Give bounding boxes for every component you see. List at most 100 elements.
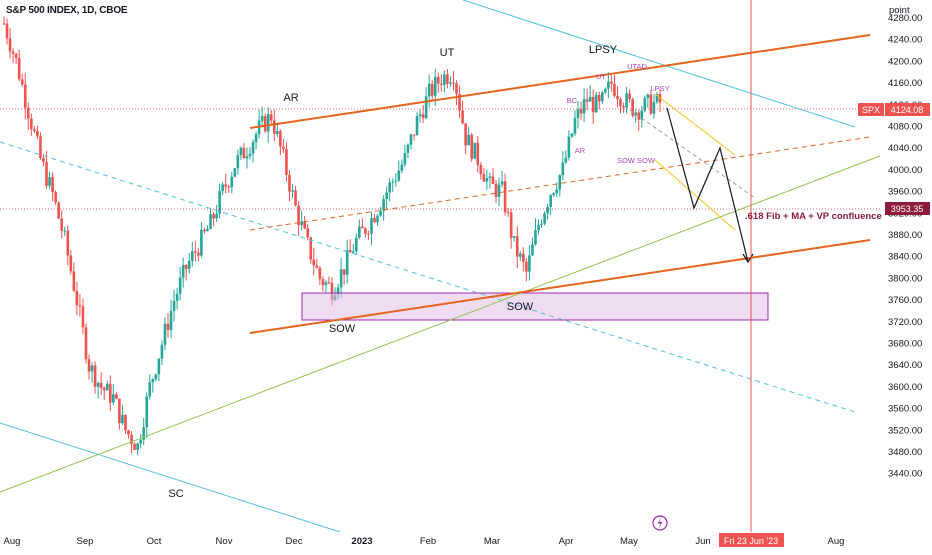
time-cursor-badge: Fri 23 Jun '23 [719,533,784,547]
channel-midline[interactable] [249,136,871,231]
cyan-lower-line[interactable] [0,422,341,532]
candle-body [467,134,470,146]
candle-body [567,136,571,158]
time-cursor-badge-text: Fri 23 Jun '23 [724,536,778,546]
candle-body [218,190,221,214]
time-axis[interactable]: Aug Sep Oct Nov Dec 2023 Feb Mar Apr May Jun Aug [4,536,845,547]
candle-body [497,184,501,197]
candle-body [582,99,586,114]
candle-body [546,206,549,214]
cyan-resistance-line[interactable] [462,0,856,128]
price-tick-label: 3640.00 [888,360,922,371]
time-tick-label: Nov [216,536,233,547]
price-tick-label: 3760.00 [888,295,922,306]
candle-body [373,218,376,223]
candle-body [600,92,604,102]
candle-body [118,398,121,424]
candle-body [5,23,9,39]
price-tick-label: 3880.00 [888,230,922,241]
green-trendline[interactable] [0,154,885,493]
candle-body [446,74,449,84]
candle-body [643,98,647,111]
candle-body [30,118,33,130]
candle-body [534,230,537,245]
label-ut: UT [440,47,455,59]
candle-body [628,93,631,100]
candle-body [452,82,455,84]
projection-path[interactable] [666,107,749,263]
candle-body [245,156,249,159]
candle-body [133,444,136,450]
candle-body [652,101,656,114]
candle-body [194,251,197,253]
candle-body [503,181,507,213]
candle-body [427,83,431,97]
candle-body [461,110,464,124]
candle-body [376,215,379,223]
price-tick-label: 3800.00 [888,273,922,284]
candle-body [394,180,398,182]
channel-upper-line[interactable] [249,34,871,129]
price-axis-unit: point [889,5,910,16]
time-tick-label: Sep [77,536,94,547]
candle-body [136,443,139,450]
candle-body [540,223,543,225]
candle-body [269,114,273,121]
cyan-dashed-midline[interactable] [0,141,856,413]
candle-body [160,344,164,359]
candle-body [440,83,443,85]
candle-body [127,430,130,435]
candle-body [172,301,176,311]
candle-body [242,147,246,159]
candle-body [66,230,70,256]
candle-body [297,205,300,226]
label-utad: UTAD [627,62,647,71]
candle-body [42,158,45,162]
candle-body [604,88,607,93]
price-tick-label: 3480.00 [888,447,922,458]
candle-body [99,382,103,388]
time-tick-label: Mar [484,536,500,547]
symbol-badge-text: SPX [862,105,880,115]
channel-lower-line[interactable] [249,239,871,334]
price-tick-label: 3440.00 [888,469,922,480]
candle-body [588,96,592,102]
level-badge: 3953.35 [885,202,930,215]
candle-body [473,142,477,159]
candle-body [276,131,279,134]
candle-body [230,176,234,188]
price-axis[interactable]: point 4280.004240.004200.004160.004120.0… [888,5,922,480]
candle-body [96,382,100,387]
candle-body [436,77,440,84]
candle-body [181,265,185,278]
candle-body [354,237,358,252]
candle-body [455,83,458,94]
candle-body [409,134,413,145]
last-price-badge: 4124.08 [885,103,930,116]
candle-body [367,233,370,235]
candle-body [555,189,559,194]
lightning-icon[interactable] [652,515,668,531]
label-sow-mid: SOW [507,301,534,313]
candle-body [552,193,556,196]
candle-body [200,229,203,256]
support-zone[interactable] [301,292,769,321]
candle-body [418,114,422,117]
candle-body [522,253,525,262]
candle-body [112,394,115,403]
candle-body [233,168,237,177]
candle-body [388,182,392,193]
candle-body [330,283,334,301]
candle-body [309,237,313,260]
candle-body [336,287,340,295]
candle-body [108,383,112,403]
candle-body [312,259,316,266]
price-tick-label: 3960.00 [888,187,922,198]
yellow-channel-upper[interactable] [654,93,736,156]
yellow-channel-lower[interactable] [654,159,736,231]
candle-body [248,153,252,157]
price-tick-label: 3840.00 [888,252,922,263]
candle-body [470,134,474,159]
